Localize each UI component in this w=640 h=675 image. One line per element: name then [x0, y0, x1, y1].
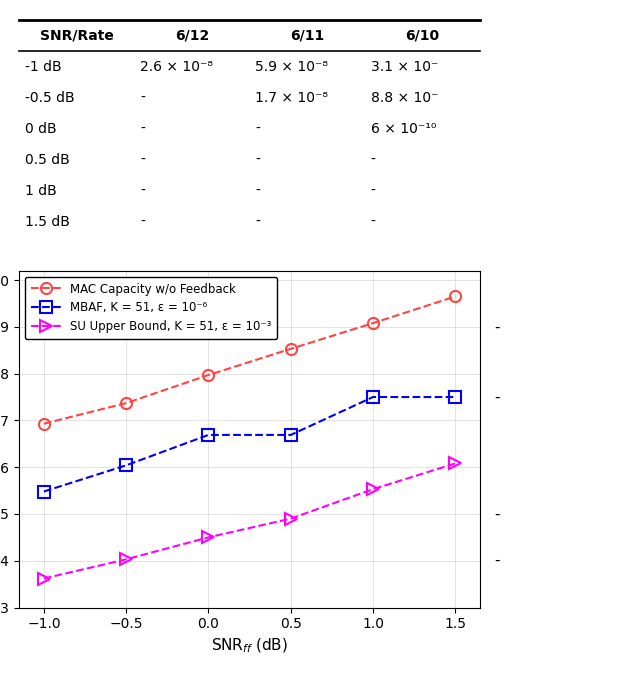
- X-axis label: SNR$_{ff}$ (dB): SNR$_{ff}$ (dB): [211, 637, 288, 655]
- Line: MAC Capacity w/o Feedback: MAC Capacity w/o Feedback: [38, 291, 461, 429]
- MAC Capacity w/o Feedback: [122, 399, 130, 407]
- SU Upper Bound, K = 51, ε = 10⁻³: [369, 485, 377, 493]
- Text: -: -: [494, 389, 499, 404]
- MBAF, K = 51, ε = 10⁻⁶: [451, 393, 459, 401]
- SU Upper Bound, K = 51, ε = 10⁻³: [122, 556, 130, 564]
- Text: -: -: [494, 506, 499, 522]
- MAC Capacity w/o Feedback: [205, 371, 212, 379]
- MBAF, K = 51, ε = 10⁻⁶: [122, 461, 130, 469]
- MAC Capacity w/o Feedback: [451, 292, 459, 300]
- Line: SU Upper Bound, K = 51, ε = 10⁻³: SU Upper Bound, K = 51, ε = 10⁻³: [38, 458, 461, 584]
- Line: MBAF, K = 51, ε = 10⁻⁶: MBAF, K = 51, ε = 10⁻⁶: [38, 392, 461, 497]
- Legend: MAC Capacity w/o Feedback, MBAF, K = 51, ε = 10⁻⁶, SU Upper Bound, K = 51, ε = 1: MAC Capacity w/o Feedback, MBAF, K = 51,…: [25, 277, 277, 340]
- MAC Capacity w/o Feedback: [369, 319, 377, 327]
- MBAF, K = 51, ε = 10⁻⁶: [205, 431, 212, 439]
- SU Upper Bound, K = 51, ε = 10⁻³: [287, 514, 294, 522]
- SU Upper Bound, K = 51, ε = 10⁻³: [451, 460, 459, 468]
- SU Upper Bound, K = 51, ε = 10⁻³: [40, 574, 48, 583]
- SU Upper Bound, K = 51, ε = 10⁻³: [205, 533, 212, 541]
- MBAF, K = 51, ε = 10⁻⁶: [287, 431, 294, 439]
- MBAF, K = 51, ε = 10⁻⁶: [369, 393, 377, 401]
- MAC Capacity w/o Feedback: [287, 345, 294, 353]
- MAC Capacity w/o Feedback: [40, 420, 48, 428]
- MBAF, K = 51, ε = 10⁻⁶: [40, 487, 48, 495]
- Text: -: -: [494, 554, 499, 568]
- Text: -: -: [494, 319, 499, 334]
